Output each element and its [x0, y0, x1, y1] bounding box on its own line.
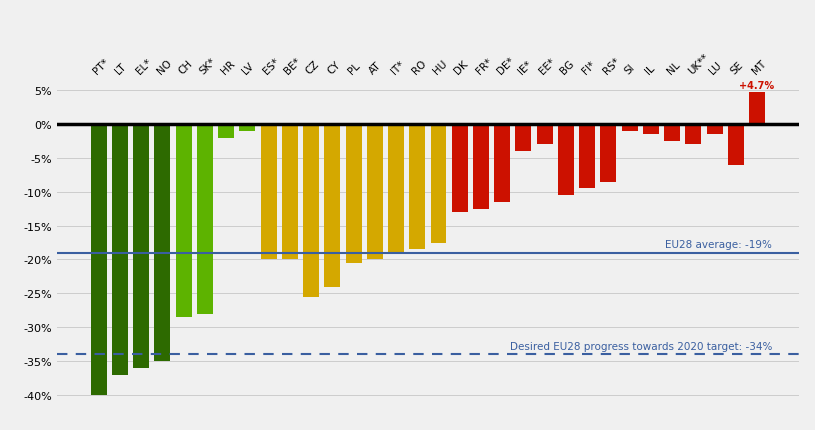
Bar: [664, 125, 680, 141]
Bar: [409, 125, 425, 250]
Bar: [112, 125, 128, 375]
Bar: [133, 125, 149, 368]
Bar: [324, 125, 341, 287]
Bar: [707, 125, 723, 135]
Bar: [515, 125, 531, 152]
Bar: [282, 125, 297, 260]
Bar: [558, 125, 574, 196]
Bar: [261, 125, 276, 260]
Text: +4.7%: +4.7%: [739, 81, 774, 91]
Bar: [240, 125, 255, 132]
Text: Desired EU28 progress towards 2020 target: -34%: Desired EU28 progress towards 2020 targe…: [509, 341, 772, 351]
Bar: [601, 125, 616, 182]
Bar: [176, 125, 192, 317]
Bar: [346, 125, 362, 263]
Bar: [622, 125, 637, 132]
Bar: [643, 125, 659, 135]
Bar: [90, 125, 107, 395]
Bar: [155, 125, 170, 361]
Bar: [430, 125, 447, 243]
Bar: [197, 125, 213, 314]
Bar: [473, 125, 489, 209]
Bar: [537, 125, 553, 145]
Bar: [452, 125, 468, 212]
Text: EU28 average: -19%: EU28 average: -19%: [665, 240, 772, 250]
Bar: [218, 125, 234, 138]
Bar: [303, 125, 319, 297]
Bar: [728, 125, 744, 165]
Bar: [685, 125, 701, 145]
Bar: [367, 125, 383, 260]
Bar: [388, 125, 404, 253]
Bar: [749, 93, 765, 125]
Bar: [494, 125, 510, 203]
Bar: [579, 125, 595, 189]
